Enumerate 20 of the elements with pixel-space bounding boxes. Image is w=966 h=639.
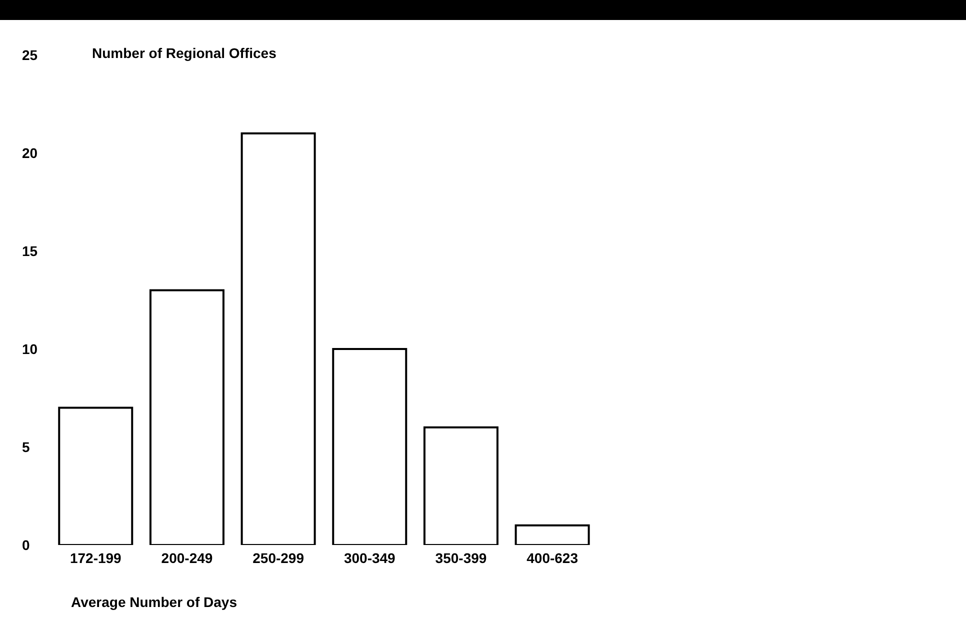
x-tick-label: 250-299 — [252, 550, 304, 566]
y-tick-label: 25 — [22, 46, 38, 63]
y-tick-label: 0 — [22, 536, 30, 553]
y-tick-label: 15 — [22, 242, 38, 259]
y-tick-label: 5 — [22, 438, 30, 455]
bar — [514, 524, 590, 545]
y-tick-label: 20 — [22, 144, 38, 161]
x-tick-label: 200-249 — [161, 550, 213, 566]
x-tick-label: 300-349 — [344, 550, 396, 566]
bar — [332, 348, 408, 545]
bar — [240, 132, 316, 545]
bar — [149, 289, 224, 545]
y-axis-title: Number of Regional Offices — [92, 45, 276, 61]
y-tick-label: 10 — [22, 340, 38, 357]
x-tick-label: 350-399 — [435, 550, 487, 566]
x-axis-title: Average Number of Days — [71, 594, 237, 610]
bar — [423, 426, 498, 545]
bar — [58, 406, 134, 545]
x-tick-label: 400-623 — [526, 550, 578, 566]
x-tick-label: 172-199 — [70, 550, 122, 566]
